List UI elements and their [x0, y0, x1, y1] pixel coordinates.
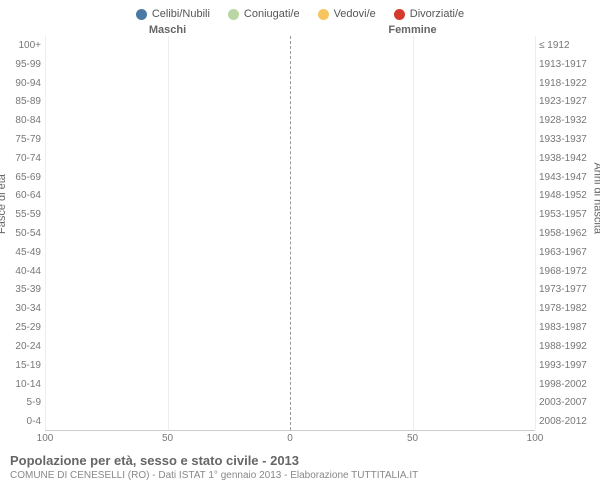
x-tick: 0 [287, 433, 293, 444]
birth-tick: 1973-1977 [539, 281, 600, 300]
age-tick: 15-19 [0, 356, 41, 375]
birth-tick: 1913-1917 [539, 55, 600, 74]
legend-label: Coniugati/e [244, 8, 300, 20]
birth-tick: 2008-2012 [539, 412, 600, 431]
legend-label: Celibi/Nubili [152, 8, 210, 20]
legend-swatch [318, 9, 329, 20]
birth-tick: 1998-2002 [539, 375, 600, 394]
birth-tick: 1963-1967 [539, 243, 600, 262]
legend-label: Vedovi/e [334, 8, 376, 20]
birth-tick: 1923-1927 [539, 92, 600, 111]
legend-label: Divorziati/e [410, 8, 464, 20]
age-tick: 5-9 [0, 393, 41, 412]
legend-item: Celibi/Nubili [136, 8, 210, 20]
x-tick: 50 [162, 433, 173, 444]
legend: Celibi/Nubili Coniugati/e Vedovi/e Divorzia… [0, 0, 600, 24]
legend-swatch [136, 9, 147, 20]
age-tick: 100+ [0, 36, 41, 55]
age-tick: 40-44 [0, 262, 41, 281]
age-tick: 0-4 [0, 412, 41, 431]
birth-tick: 1993-1997 [539, 356, 600, 375]
age-tick: 25-29 [0, 318, 41, 337]
legend-item: Vedovi/e [318, 8, 376, 20]
age-tick: 90-94 [0, 74, 41, 93]
grid-line [413, 36, 414, 430]
birth-tick: 1988-1992 [539, 337, 600, 356]
header-female: Femmine [290, 24, 535, 36]
x-axis: 100 50 0 50 100 [0, 431, 600, 447]
age-tick: 80-84 [0, 111, 41, 130]
age-tick: 70-74 [0, 149, 41, 168]
birth-tick: 1968-1972 [539, 262, 600, 281]
caption: Popolazione per età, sesso e stato civil… [0, 447, 600, 481]
center-line [290, 36, 291, 430]
x-tick: 100 [37, 433, 54, 444]
birth-tick: 1978-1982 [539, 299, 600, 318]
legend-swatch [394, 9, 405, 20]
birth-tick: 2003-2007 [539, 393, 600, 412]
header-male: Maschi [45, 24, 290, 36]
grid-line [535, 36, 536, 430]
x-tick: 50 [407, 433, 418, 444]
birth-tick: 1928-1932 [539, 111, 600, 130]
legend-item: Coniugati/e [228, 8, 300, 20]
column-headers: Maschi Femmine [0, 24, 600, 36]
birth-tick: 1918-1922 [539, 74, 600, 93]
age-tick: 35-39 [0, 281, 41, 300]
birth-tick: ≤ 1912 [539, 36, 600, 55]
y-axis-label-right: Anni di nascita [592, 162, 600, 234]
age-tick: 45-49 [0, 243, 41, 262]
grid-line [168, 36, 169, 430]
age-tick: 85-89 [0, 92, 41, 111]
age-tick: 30-34 [0, 299, 41, 318]
chart-title: Popolazione per età, sesso e stato civil… [10, 453, 590, 468]
birth-tick: 1983-1987 [539, 318, 600, 337]
age-tick: 10-14 [0, 375, 41, 394]
population-pyramid-chart: Fasce di età Anni di nascita 100+95-9990… [0, 36, 600, 431]
y-axis-label-left: Fasce di età [0, 174, 8, 234]
chart-subtitle: COMUNE DI CENESELLI (RO) - Dati ISTAT 1°… [10, 470, 590, 481]
grid-line [45, 36, 46, 430]
age-tick: 20-24 [0, 337, 41, 356]
x-tick: 100 [527, 433, 544, 444]
legend-swatch [228, 9, 239, 20]
birth-year-axis: ≤ 19121913-19171918-19221923-19271928-19… [535, 36, 600, 431]
plot-area [45, 36, 535, 431]
birth-tick: 1933-1937 [539, 130, 600, 149]
legend-item: Divorziati/e [394, 8, 464, 20]
age-tick: 95-99 [0, 55, 41, 74]
age-tick: 75-79 [0, 130, 41, 149]
